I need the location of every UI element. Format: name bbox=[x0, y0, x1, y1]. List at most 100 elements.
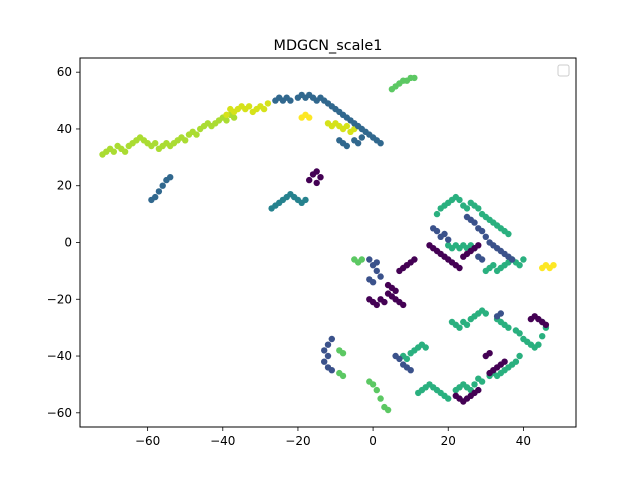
data-point-c5-19 bbox=[384, 406, 392, 414]
data-point-c6-88 bbox=[516, 352, 523, 360]
data-point-c3-2 bbox=[155, 188, 163, 195]
y-tick-label: −20 bbox=[47, 292, 72, 306]
data-point-c6-6 bbox=[456, 196, 463, 204]
data-point-c6-11 bbox=[475, 205, 482, 212]
data-point-c6-48 bbox=[482, 310, 489, 317]
x-tick-label: −20 bbox=[285, 434, 310, 448]
data-point-c8-9 bbox=[381, 298, 388, 306]
data-point-c1-17 bbox=[343, 122, 350, 130]
x-tick-label: 40 bbox=[516, 434, 531, 448]
data-point-c7-40 bbox=[508, 256, 516, 263]
data-point-c3-33 bbox=[377, 140, 384, 147]
data-point-c0-25 bbox=[193, 131, 200, 138]
data-point-c7-0 bbox=[321, 347, 328, 354]
data-point-c3-5 bbox=[167, 174, 174, 181]
data-point-c7-15 bbox=[396, 355, 403, 363]
data-point-c1-0 bbox=[223, 111, 230, 119]
data-point-c3-38 bbox=[354, 140, 362, 147]
data-point-c3-3 bbox=[159, 182, 166, 189]
data-point-c6-95 bbox=[422, 344, 429, 351]
data-point-c8-36 bbox=[475, 242, 482, 249]
data-point-c6-41 bbox=[456, 324, 463, 331]
data-point-c7-2 bbox=[328, 335, 335, 343]
data-point-c6-43 bbox=[463, 321, 471, 328]
data-point-c8-50 bbox=[452, 392, 459, 399]
x-tick-label: −60 bbox=[135, 434, 160, 448]
data-point-c7-12 bbox=[369, 279, 377, 286]
data-point-c7-7 bbox=[366, 256, 373, 263]
data-point-c7-6 bbox=[328, 367, 335, 374]
data-point-c5-11 bbox=[339, 372, 347, 380]
data-point-c7-30 bbox=[471, 219, 478, 226]
data-point-c0-22 bbox=[182, 137, 189, 144]
data-point-c5-16 bbox=[373, 386, 380, 394]
data-point-c8-22 bbox=[411, 256, 418, 263]
data-point-c0-14 bbox=[152, 140, 159, 147]
data-point-c0-35 bbox=[230, 114, 238, 121]
data-point-c6-19 bbox=[505, 230, 512, 238]
y-tick-label: −60 bbox=[47, 406, 72, 420]
data-point-c6-38 bbox=[520, 256, 527, 263]
data-point-c7-25 bbox=[478, 256, 486, 263]
legend-box[interactable] bbox=[557, 64, 570, 77]
data-point-c3-10 bbox=[287, 97, 294, 104]
data-point-c7-33 bbox=[482, 233, 489, 240]
data-point-c2-2 bbox=[306, 114, 313, 121]
data-point-c2-6 bbox=[550, 262, 557, 269]
data-point-c6-59 bbox=[535, 341, 542, 348]
ticks-layer: −60 −40 −20 0 20 40 −60 −40 −20 0 20 40 60 bbox=[47, 65, 531, 448]
y-tick-label: 20 bbox=[57, 179, 72, 193]
data-point-c6-37 bbox=[516, 262, 523, 269]
data-point-c7-20 bbox=[433, 227, 441, 235]
data-point-c6-30 bbox=[490, 262, 497, 269]
y-tick-label: −40 bbox=[47, 349, 72, 363]
data-point-c8-55 bbox=[542, 321, 550, 328]
data-point-c5-15 bbox=[369, 381, 377, 388]
data-point-c1-11 bbox=[264, 100, 272, 107]
data-point-c8-31 bbox=[456, 264, 463, 272]
data-point-c0-6 bbox=[121, 148, 129, 155]
data-point-c7-13 bbox=[373, 259, 380, 266]
data-point-c7-1 bbox=[324, 341, 332, 348]
data-point-c0-33 bbox=[223, 117, 230, 124]
data-point-c6-0 bbox=[433, 210, 441, 218]
data-point-c7-23 bbox=[445, 236, 452, 243]
data-point-c3-39 bbox=[358, 134, 365, 141]
data-point-c8-2 bbox=[313, 168, 320, 175]
data-point-c8-4 bbox=[313, 179, 320, 187]
x-tick-label: 0 bbox=[369, 434, 377, 448]
data-point-c7-18 bbox=[407, 367, 414, 374]
data-point-c6-60 bbox=[539, 333, 546, 340]
data-point-c3-36 bbox=[343, 142, 350, 150]
data-point-c6-8 bbox=[463, 205, 471, 212]
data-point-c7-4 bbox=[321, 358, 328, 365]
y-tick-label: 0 bbox=[64, 236, 72, 250]
data-point-c5-13 bbox=[339, 350, 347, 357]
y-tick-label: 60 bbox=[57, 65, 72, 79]
data-point-c8-41 bbox=[501, 358, 508, 365]
data-point-c8-17 bbox=[392, 287, 399, 294]
data-point-c5-17 bbox=[377, 395, 384, 402]
data-point-c3-1 bbox=[152, 193, 159, 201]
points-layer bbox=[99, 74, 557, 414]
data-point-c7-9 bbox=[373, 267, 380, 275]
data-point-c1-6 bbox=[245, 103, 253, 110]
data-point-c0-3 bbox=[110, 148, 118, 155]
data-point-c8-3 bbox=[317, 174, 324, 181]
chart-title: MDGCN_scale1 bbox=[274, 38, 383, 54]
data-point-c6-54 bbox=[516, 330, 523, 337]
data-point-c7-22 bbox=[441, 230, 448, 238]
y-tick-label: 40 bbox=[57, 122, 72, 136]
data-point-c7-27 bbox=[497, 310, 504, 317]
x-tick-label: 20 bbox=[441, 434, 456, 448]
data-point-c8-0 bbox=[306, 176, 313, 184]
data-point-c7-10 bbox=[377, 273, 384, 280]
data-point-c6-71 bbox=[445, 395, 452, 402]
data-point-c8-7 bbox=[373, 301, 380, 309]
data-point-c8-43 bbox=[486, 350, 493, 357]
data-point-c5-9 bbox=[358, 256, 365, 263]
data-point-c7-3 bbox=[324, 352, 332, 360]
data-point-c6-90 bbox=[403, 355, 411, 363]
